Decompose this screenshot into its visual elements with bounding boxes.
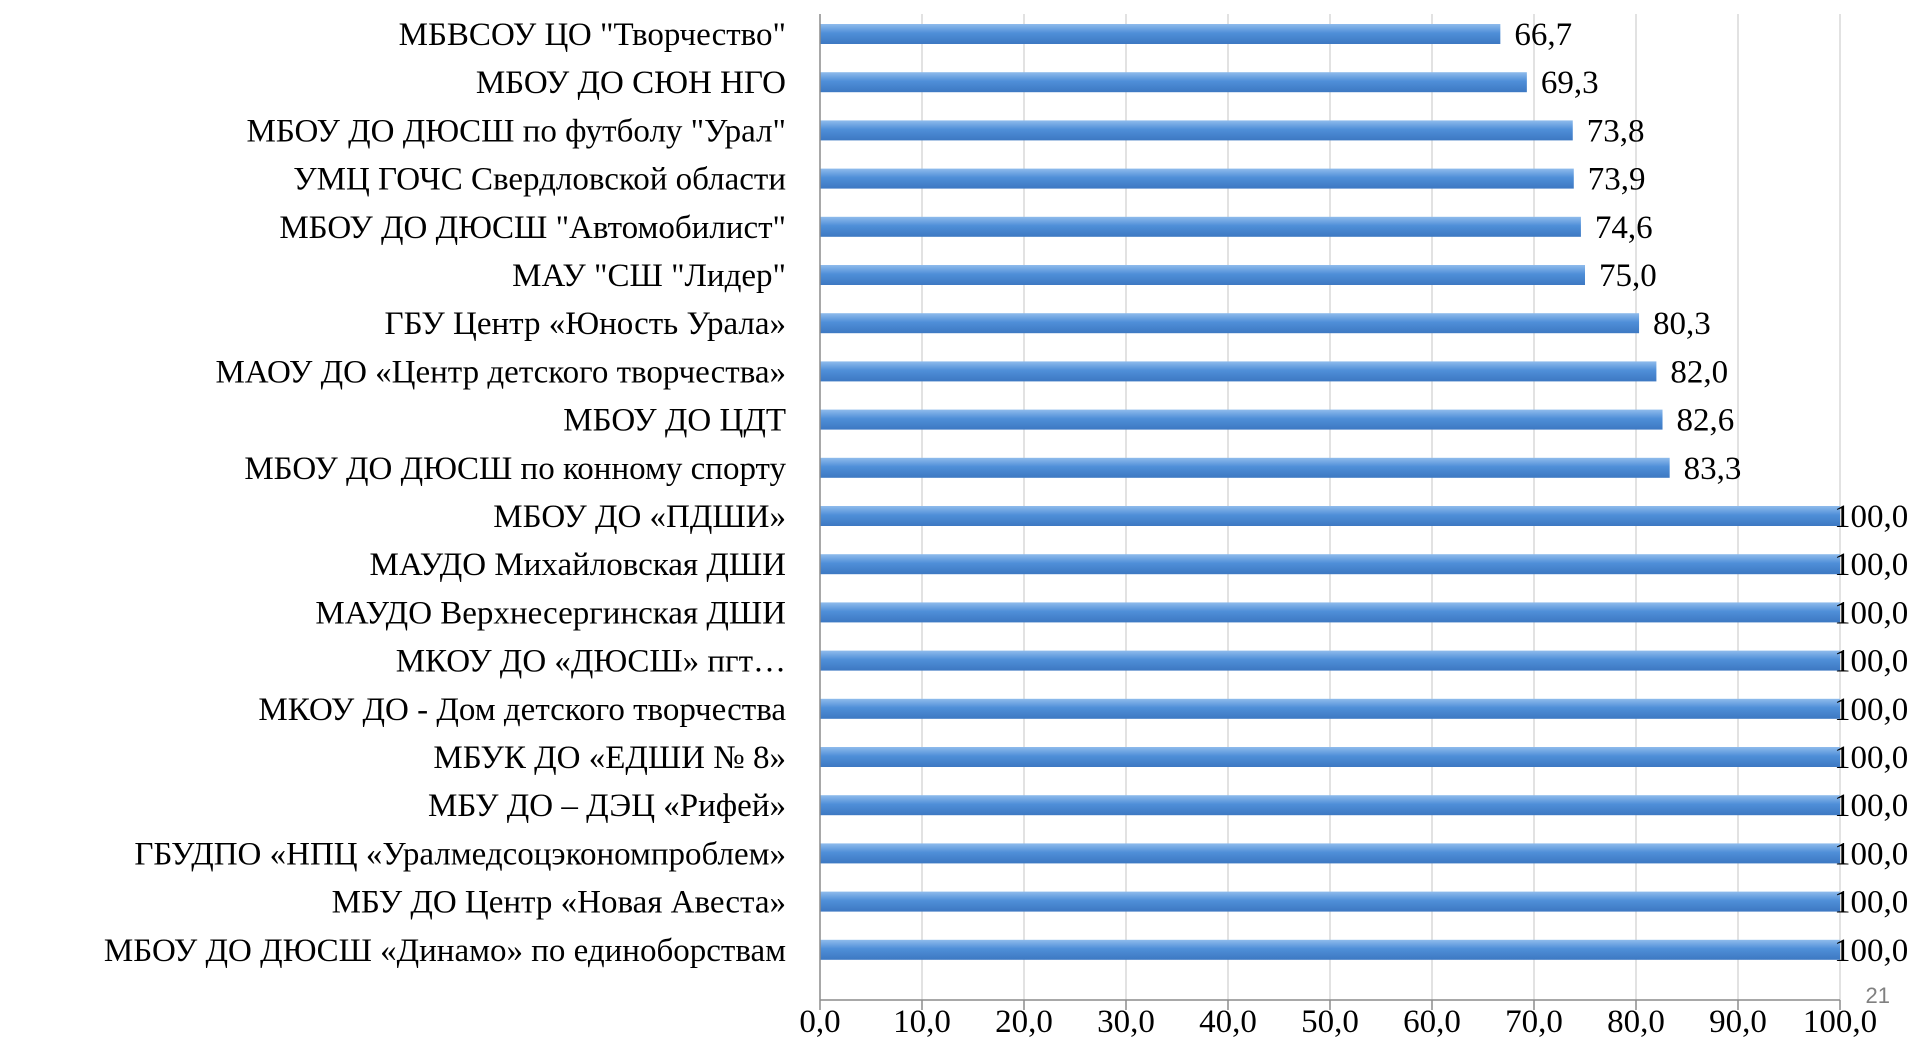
data-label: 83,3 (1684, 451, 1742, 487)
data-label: 66,7 (1514, 17, 1572, 53)
data-label: 82,6 (1677, 403, 1735, 439)
category-label: МКОУ ДО - Дом детского творчества (258, 692, 786, 728)
category-label: МБОУ ДО ДЮСШ «Динамо» по единоборствам (104, 933, 786, 969)
category-label: МБВСОУ ЦО "Творчество" (399, 17, 786, 53)
category-label: ГБУ Центр «Юность Урала» (385, 306, 786, 342)
data-label: 69,3 (1541, 65, 1599, 101)
bar (820, 24, 1501, 44)
bar (820, 409, 1663, 430)
category-label: МБОУ ДО ДЮСШ по конному спорту (244, 451, 786, 487)
category-label: МАОУ ДО «Центр детского творчества» (215, 354, 786, 390)
x-tick-label: 90,0 (1709, 1004, 1767, 1037)
data-label: 100,0 (1834, 788, 1908, 824)
category-label: МАУ "СШ "Лидер" (512, 258, 786, 294)
bar (820, 168, 1574, 189)
page-number: 21 (1866, 983, 1890, 1008)
category-label: МБОУ ДО СЮН НГО (476, 65, 786, 101)
data-label: 73,8 (1587, 113, 1645, 149)
data-label: 75,0 (1599, 258, 1657, 294)
data-label: 100,0 (1834, 499, 1908, 535)
x-tick-label: 0,0 (799, 1004, 840, 1037)
bar (820, 457, 1670, 478)
data-label: 100,0 (1834, 692, 1908, 728)
bar (820, 120, 1573, 141)
data-label: 100,0 (1834, 547, 1908, 583)
data-label: 82,0 (1670, 354, 1728, 390)
x-tick-label: 50,0 (1301, 1004, 1359, 1037)
category-label: МБУ ДО – ДЭЦ «Рифей» (428, 788, 786, 824)
category-label: МКОУ ДО «ДЮСШ» пгт… (396, 644, 786, 680)
bar (820, 602, 1840, 623)
bar (820, 361, 1657, 382)
bar (820, 265, 1585, 285)
bar (820, 506, 1840, 526)
bar (820, 939, 1840, 960)
data-label: 73,9 (1588, 162, 1646, 198)
bar (820, 891, 1840, 912)
bars (820, 24, 1840, 960)
data-label: 74,6 (1595, 210, 1653, 246)
data-label: 100,0 (1834, 595, 1908, 631)
bar (820, 72, 1527, 93)
x-tick-label: 70,0 (1505, 1004, 1563, 1037)
category-label: МБУК ДО «ЕДШИ № 8» (433, 740, 786, 776)
category-label: МАУДО Михайловская ДШИ (369, 547, 786, 583)
data-label: 100,0 (1834, 933, 1908, 969)
category-labels: МБВСОУ ЦО "Творчество" МБОУ ДО СЮН НГО МБО… (104, 17, 787, 969)
category-label: МБОУ ДО ДЮСШ по футболу "Урал" (246, 113, 786, 149)
category-label: МБУ ДО Центр «Новая Авеста» (332, 885, 786, 921)
category-label: МБОУ ДО ЦДТ (563, 403, 786, 439)
x-tick-label: 100,0 (1803, 1004, 1877, 1037)
category-label: МБОУ ДО «ПДШИ» (493, 499, 786, 535)
category-label: УМЦ ГОЧС Свердловской области (293, 162, 786, 198)
data-label: 100,0 (1834, 644, 1908, 680)
bar (820, 698, 1840, 719)
data-labels: 66,7 69,3 73,8 73,9 74,6 75,0 80,3 82,0 82,6 83,3… (1514, 17, 1908, 969)
data-label: 100,0 (1834, 885, 1908, 921)
data-label: 100,0 (1834, 740, 1908, 776)
data-label: 80,3 (1653, 306, 1711, 342)
x-tick-label: 60,0 (1403, 1004, 1461, 1037)
category-label: ГБУДПО «НПЦ «Уралмедсоцэкономпроблем» (134, 836, 786, 872)
bar (820, 650, 1840, 671)
bar (820, 843, 1840, 864)
data-label: 100,0 (1834, 836, 1908, 872)
x-tick-label: 10,0 (893, 1004, 951, 1037)
x-tick-label: 80,0 (1607, 1004, 1665, 1037)
x-tick-label: 20,0 (995, 1004, 1053, 1037)
bar (820, 795, 1840, 816)
bar (820, 747, 1840, 767)
x-tick-label: 30,0 (1097, 1004, 1155, 1037)
bar (820, 216, 1581, 237)
category-label: МБОУ ДО ДЮСШ "Автомобилист" (279, 210, 786, 246)
bar (820, 554, 1840, 575)
x-tick-label: 40,0 (1199, 1004, 1257, 1037)
axes (819, 14, 1841, 1010)
x-tick-labels: 0,0 10,0 20,0 30,0 40,0 50,0 60,0 70,0 80,0 90,0 1… (799, 1004, 1877, 1037)
category-label: МАУДО Верхнесергинская ДШИ (315, 595, 786, 631)
bar (820, 313, 1640, 334)
